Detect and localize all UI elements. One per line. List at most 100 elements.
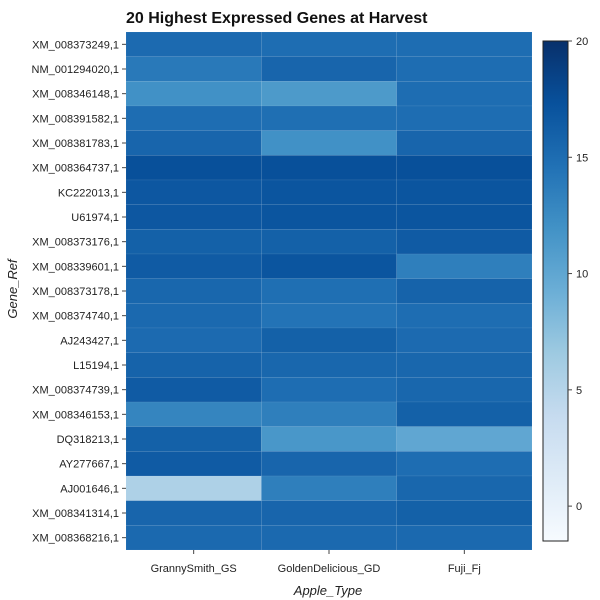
y-tick-label: XM_008373249,1 [32,39,119,51]
heatmap-cell [125,105,262,131]
y-axis-label: Gene_Ref [5,258,20,319]
colorbar-tick-label: 0 [576,501,582,513]
heatmap-cell [261,179,397,205]
heatmap-cell [125,155,262,181]
y-tick-label: AY277667,1 [59,459,119,471]
x-tick-labels: GrannySmith_GS GoldenDelicious_GD Fuji_Fj [151,550,481,575]
y-tick-label: AJ001646,1 [60,483,119,495]
x-tick-label: Fuji_Fj [448,563,481,575]
y-tick-label: XM_008346153,1 [32,409,119,421]
heatmap-cell [261,155,397,181]
heatmap-cell [396,500,533,526]
y-tick-label: XM_008373178,1 [32,286,119,298]
heatmap-cell [396,278,533,304]
heatmap-cell [396,303,533,329]
y-tick-label: XM_008373176,1 [32,237,119,249]
colorbar-tick-label: 10 [576,269,588,281]
heatmap-cell [396,475,533,501]
colorbar-tick-label: 5 [576,385,582,397]
y-tick-label: NM_001294020,1 [32,64,119,76]
heatmap-cell [125,525,262,551]
heatmap-cell [396,377,533,403]
heatmap-cell [261,303,397,329]
y-tick-label: XM_008339601,1 [32,261,119,273]
heatmap-cell [125,204,262,230]
x-tick-label: GoldenDelicious_GD [278,563,381,575]
y-tick-label: AJ243427,1 [60,335,119,347]
heatmap-cell [396,204,533,230]
colorbar [542,40,569,542]
heatmap-cell [125,401,262,427]
heatmap-cells [125,31,533,551]
heatmap-cell [125,500,262,526]
y-tick-label: KC222013,1 [58,187,119,199]
heatmap-cell [261,31,397,57]
x-tick-label: GrannySmith_GS [151,563,237,575]
heatmap-cell [261,352,397,378]
heatmap-cell [261,500,397,526]
y-tick-labels: XM_008373249,1 NM_001294020,1 XM_008346148… [32,39,126,545]
heatmap-cell [125,130,262,156]
heatmap-cell [396,401,533,427]
heatmap-cell [396,525,533,551]
heatmap-cell [125,451,262,477]
chart-title: 20 Highest Expressed Genes at Harvest [126,10,428,27]
y-tick-label: XM_008374739,1 [32,385,119,397]
heatmap-cell [261,130,397,156]
heatmap-cell [125,179,262,205]
heatmap-cell [396,451,533,477]
y-tick-label: XM_008346148,1 [32,89,119,101]
heatmap-cell [261,253,397,279]
heatmap-cell [261,204,397,230]
heatmap-cell [396,179,533,205]
x-axis-label: Apple_Type [293,583,362,598]
y-tick-label: XM_008374740,1 [32,311,119,323]
heatmap-cell [396,81,533,107]
heatmap-cell [396,31,533,57]
y-tick-label: XM_008368216,1 [32,533,119,545]
heatmap-cell [396,105,533,131]
heatmap-cell [125,31,262,57]
heatmap-cell [261,229,397,255]
heatmap-cell [125,253,262,279]
heatmap-cell [261,105,397,131]
heatmap-cell [261,426,397,452]
heatmap-cell [125,327,262,353]
heatmap-cell [396,253,533,279]
heatmap-cell [125,278,262,304]
colorbar-tick-label: 15 [576,152,588,164]
heatmap-cell [125,56,262,82]
colorbar-ticks: 0 5 10 15 20 [568,36,588,513]
heatmap-cell [396,229,533,255]
heatmap-cell [125,229,262,255]
heatmap-cell [125,426,262,452]
heatmap-cell [125,352,262,378]
y-tick-label: XM_008341314,1 [32,508,119,520]
heatmap-cell [125,377,262,403]
y-tick-label: U61974,1 [71,212,119,224]
heatmap-cell [261,525,397,551]
heatmap-cell [261,327,397,353]
heatmap-cell [261,475,397,501]
heatmap-cell [396,352,533,378]
heatmap-cell [396,155,533,181]
colorbar-tick-label: 20 [576,36,588,48]
heatmap-cell [261,278,397,304]
y-tick-label: DQ318213,1 [57,434,119,446]
heatmap-cell [396,327,533,353]
heatmap-cell [261,56,397,82]
heatmap-cell [261,401,397,427]
heatmap-cell [125,303,262,329]
heatmap-cell [125,475,262,501]
heatmap-cell [261,377,397,403]
y-tick-label: XM_008391582,1 [32,113,119,125]
y-tick-label: L15194,1 [73,360,119,372]
heatmap-cell [261,81,397,107]
heatmap-cell [396,130,533,156]
heatmap-cell [125,81,262,107]
heatmap-cell [261,451,397,477]
heatmap-cell [396,56,533,82]
heatmap-cell [396,426,533,452]
y-tick-label: XM_008381783,1 [32,138,119,150]
